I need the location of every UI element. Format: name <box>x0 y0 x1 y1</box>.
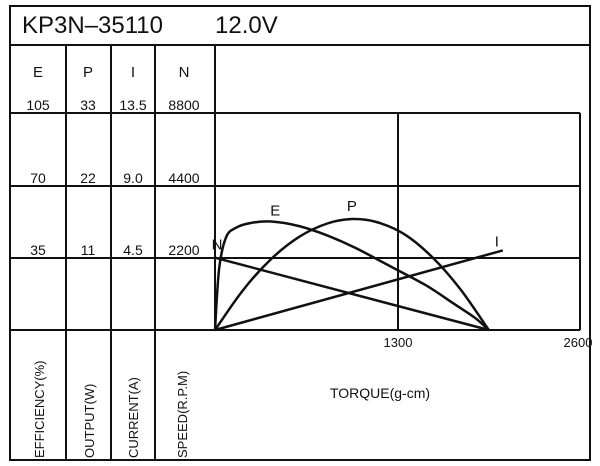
current-axis-label: CURRENT(A) <box>126 377 141 458</box>
output-tick-2: 22 <box>80 170 96 186</box>
current-tick-1: 13.5 <box>119 97 146 113</box>
speed-tick-2: 4400 <box>168 170 199 186</box>
output-tick-1: 33 <box>80 97 96 113</box>
speed-header: N <box>179 64 190 81</box>
speed-axis-label: SPEED(R.P.M) <box>175 371 190 458</box>
efficiency-header: E <box>33 64 43 81</box>
efficiency-axis-label: EFFICIENCY(%) <box>32 361 47 459</box>
speed-tick-1: 8800 <box>168 97 199 113</box>
chart-title: KP3N–35110 <box>22 12 163 39</box>
output-axis-label: OUTPUT(W) <box>82 384 97 458</box>
series-n-label: N <box>212 237 223 254</box>
series-e-curve <box>213 220 490 331</box>
series-layer: N I P E <box>212 198 504 332</box>
efficiency-tick-2: 70 <box>30 170 46 186</box>
efficiency-tick-3: 35 <box>30 242 46 258</box>
series-e-label: E <box>270 203 280 220</box>
series-p-curve <box>213 217 490 331</box>
outer-frame <box>9 5 591 461</box>
current-tick-3: 4.5 <box>123 242 143 258</box>
speed-tick-3: 2200 <box>168 242 199 258</box>
current-header: I <box>131 64 135 81</box>
output-header: P <box>83 64 93 81</box>
current-tick-2: 9.0 <box>123 170 143 186</box>
x-tick-2600: 2600 <box>564 335 593 350</box>
series-p-label: P <box>347 198 357 215</box>
efficiency-tick-1: 105 <box>26 97 50 113</box>
x-axis-label: TORQUE(g-cm) <box>330 385 430 401</box>
series-i-label: I <box>495 233 499 250</box>
series-i-curve <box>214 249 504 332</box>
voltage-label: 12.0V <box>215 12 278 39</box>
x-tick-1300: 1300 <box>384 335 413 350</box>
output-tick-3: 11 <box>81 242 96 258</box>
